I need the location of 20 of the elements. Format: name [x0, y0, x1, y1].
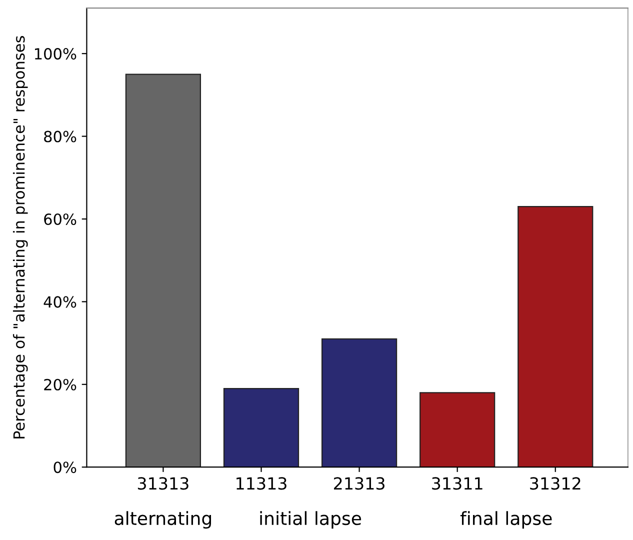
x-tick-label: 31312 [530, 477, 580, 490]
x-tick-label: 31311 [432, 477, 482, 490]
x-tick-label: 11313 [236, 477, 286, 490]
bar [223, 388, 300, 468]
bar [321, 338, 398, 468]
y-tick-label: 60% [44, 213, 76, 226]
x-tick-label: 31313 [138, 477, 188, 490]
text: final lapse [460, 511, 552, 529]
y-tick-label: 20% [44, 378, 76, 390]
text: alternating [114, 511, 211, 529]
y-tick-label: 80% [44, 130, 76, 142]
y-tick-label: 100% [35, 48, 76, 60]
y-axis-title: Percentage of "alternating in prominence" responses [12, 36, 28, 438]
text: initial lapse [260, 511, 362, 529]
bar [518, 206, 594, 468]
y-tick-label: 40% [44, 296, 76, 308]
y-tick-label: 0% [54, 462, 76, 474]
bar [420, 392, 496, 468]
x-tick-label: 21313 [334, 477, 384, 490]
bar [125, 74, 202, 468]
